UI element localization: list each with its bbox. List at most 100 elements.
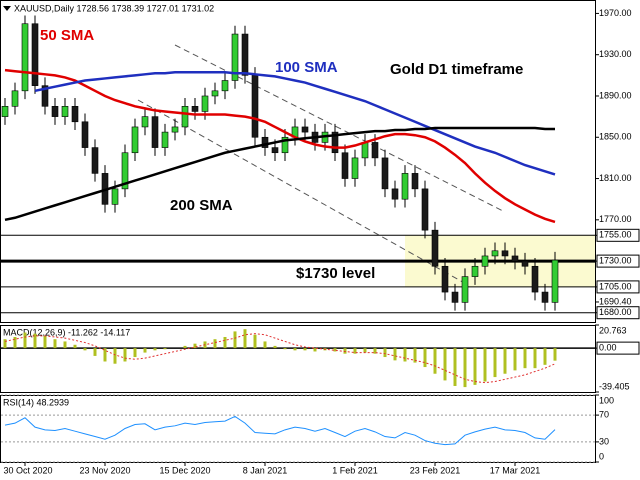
x-tick-label: 8 Jan 2021 [243,465,288,475]
candle-body [501,250,509,257]
macd-bar [33,333,37,349]
sma-line [4,126,555,222]
candle-body [551,259,559,303]
y-tick-label: 0.00 [599,342,617,352]
y-tick-label: 70 [599,409,609,419]
macd-bar [133,348,137,358]
candle-body [251,75,259,138]
macd-bar [473,348,477,385]
macd-bar [533,348,537,369]
macd-bar [513,348,517,371]
candle-body [261,136,269,148]
macd-bar [253,334,257,349]
macd-bar [83,348,87,351]
candle-body [271,147,279,154]
y-tick-label: 1705.00 [599,281,632,291]
candle-body [511,255,519,262]
candle-body [521,260,529,267]
candle-body [331,131,339,154]
candle-body [41,85,49,107]
candle-body [201,95,209,112]
candle-body [111,188,119,205]
candle-body [191,106,199,112]
candle-body [11,90,19,107]
macd-bar [223,336,227,349]
candle-body [421,188,429,231]
candle-body [241,33,249,76]
macd-bar [243,329,247,349]
y-tick-label: 20.763 [599,325,627,335]
macd-bar [53,339,57,349]
macd-bar [3,339,7,349]
macd-bar [383,348,387,358]
y-tick-label: 100 [599,395,614,405]
candle-body [301,126,309,133]
candle-body [21,23,29,92]
macd-bar [113,348,117,364]
candle-body [381,157,389,190]
macd-bar [393,348,397,361]
y-tick-box [596,280,640,294]
annotation: Gold D1 timeframe [390,61,523,78]
annotation: 100 SMA [275,59,338,76]
macd-bar [143,348,147,353]
macd-bar [163,348,167,350]
macd-bar [123,348,127,362]
y-tick-label: 1850.00 [599,132,632,142]
macd-bar [363,348,367,353]
candle-body [431,229,439,267]
candle-body [231,33,239,81]
trend-line [137,99,469,286]
candle-body [371,142,379,159]
macd-title: MACD(12,26,9) -11.262 -14.117 [3,327,130,337]
macd-bar [423,348,427,368]
annotation: $1730 level [296,265,375,282]
y-tick-box [596,228,640,242]
macd-bar [433,348,437,374]
annotation: 50 SMA [40,27,94,44]
y-tick-label: 1810.00 [599,173,632,183]
candle-body [51,106,59,117]
macd-bar [13,336,17,349]
macd-bar [543,348,547,365]
macd-bar [43,335,47,349]
candle-body [151,116,159,148]
candle-body [401,173,409,200]
candle-body [471,265,479,277]
macd-bar [503,348,507,374]
candle-body [361,142,369,159]
x-tick-label: 17 Mar 2021 [490,465,541,475]
candle-body [221,80,229,92]
macd-bar [23,332,27,349]
candle-body [131,126,139,154]
candle-body [161,131,169,148]
x-tick-label: 23 Feb 2021 [410,465,461,475]
macd-bar [183,345,187,349]
y-tick-label: 1970.00 [599,8,632,18]
sma-line [4,68,556,224]
menu-icon [3,6,11,11]
x-tick-label: 30 Oct 2020 [3,465,52,475]
macd-bar [233,331,237,349]
y-tick-label: 1690.40 [599,296,632,306]
macd-bar [343,348,347,354]
candle-body [61,106,69,117]
candle-body [121,152,129,190]
candle-body [341,152,349,179]
macd-bar [273,345,277,349]
candle-body [91,147,99,174]
x-tick-label: 23 Nov 2020 [79,465,130,475]
macd-bar [493,348,497,378]
macd-bar [103,348,107,362]
y-tick-label: -39.405 [599,381,630,391]
macd-bar [63,341,67,349]
y-tick-label: 0 [599,451,604,461]
rsi-title: RSI(14) 48.2939 [3,397,69,407]
macd-bar [73,344,77,349]
y-tick-label: 1770.00 [599,214,632,224]
candle-body [281,136,289,154]
candle-body [391,188,399,200]
rsi-panel [0,395,596,463]
candle-body [541,291,549,303]
